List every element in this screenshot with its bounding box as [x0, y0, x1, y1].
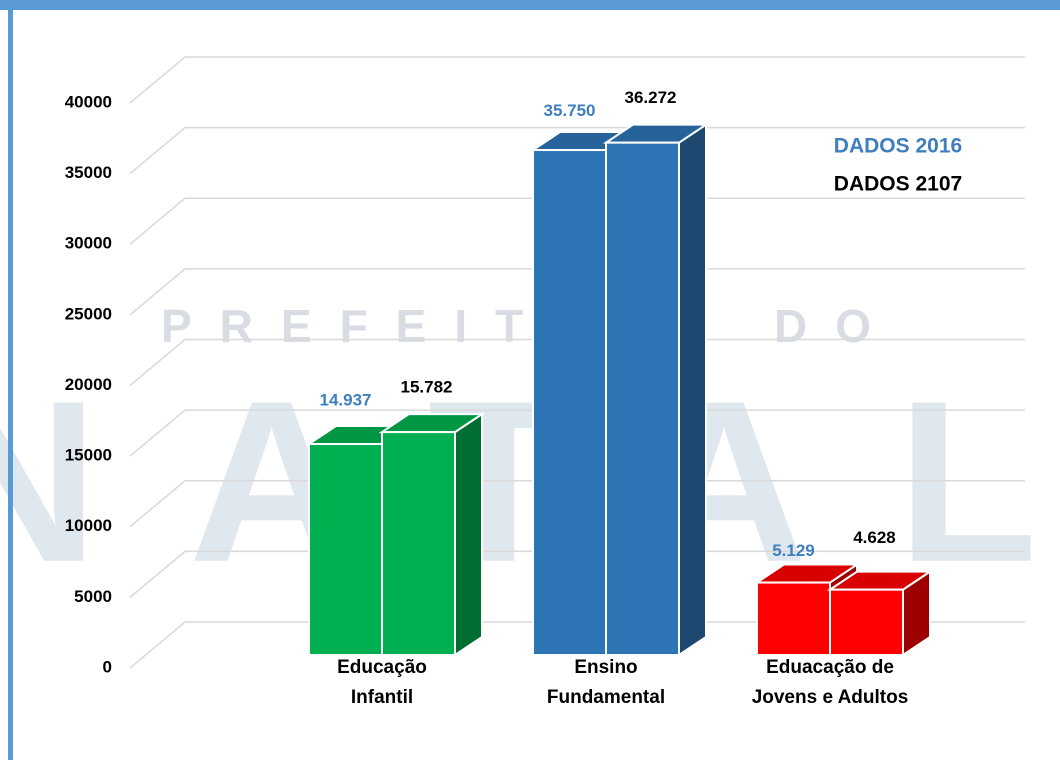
data-label: 5.129: [772, 541, 815, 560]
grid-line: [129, 480, 1025, 528]
bar: [308, 443, 383, 656]
x-tick-label: Eduacação de Jovens e Adultos: [751, 657, 909, 708]
y-tick-label: 30000: [65, 234, 112, 253]
y-tick-label: 25000: [65, 304, 112, 323]
x-tick-label: Ensino Fundamental: [546, 657, 666, 708]
data-label: 36.272: [625, 88, 677, 107]
y-tick-label: 10000: [65, 516, 112, 535]
grid-line: [129, 338, 1025, 387]
legend-entry: DADOS 2016: [834, 135, 962, 158]
data-label: 15.782: [401, 378, 453, 397]
grid-line: [129, 56, 1025, 104]
y-tick-label: 0: [103, 657, 112, 676]
grid-line: [129, 197, 1025, 245]
bar-side: [678, 122, 707, 657]
y-tick-label: 20000: [65, 375, 112, 394]
grid-line: [129, 126, 1025, 175]
x-tick-label: Educação Infantil: [337, 657, 427, 708]
y-tick-label: 40000: [65, 92, 112, 111]
frame-top: [0, 0, 1060, 10]
y-tick-label: 15000: [65, 446, 112, 465]
bar: [381, 431, 456, 656]
grid-line: [129, 621, 1025, 669]
bar: [756, 581, 831, 656]
bar: [829, 588, 904, 657]
bar: [532, 149, 607, 656]
bar-side: [454, 412, 483, 657]
legend-entry: DADOS 2107: [834, 173, 962, 196]
y-tick-label: 5000: [74, 587, 112, 606]
grid-line: [129, 550, 1025, 598]
data-label: 35.750: [544, 101, 596, 120]
data-label: 14.937: [320, 391, 372, 410]
frame-left: [8, 0, 13, 760]
watermark: PREFEITURA DO: [161, 300, 899, 352]
grid-line: [129, 268, 1025, 316]
bar: [605, 141, 680, 656]
y-tick-label: 35000: [65, 163, 112, 182]
grid-line: [129, 409, 1025, 457]
data-label: 4.628: [853, 528, 896, 547]
